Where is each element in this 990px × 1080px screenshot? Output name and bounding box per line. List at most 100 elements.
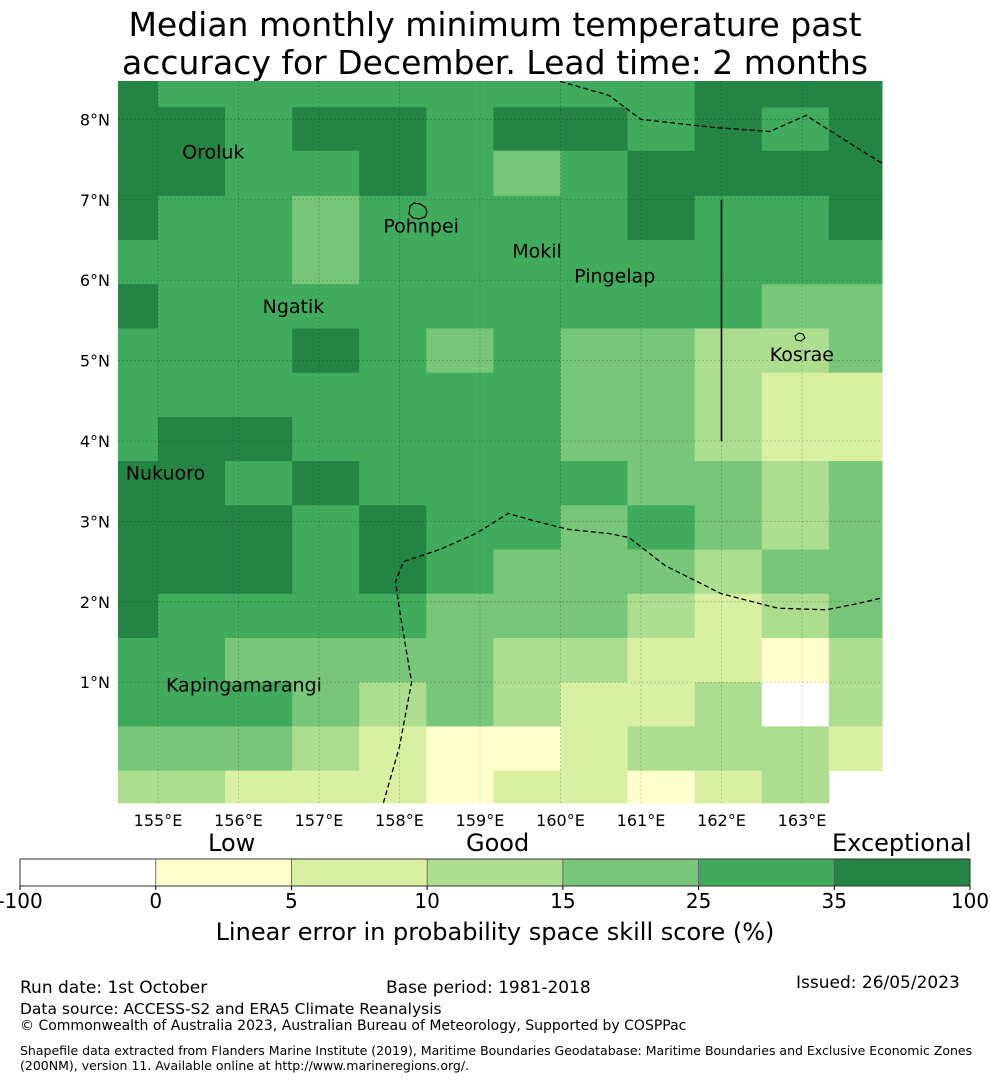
grid-cell [493, 416, 561, 462]
grid-cell [761, 770, 830, 804]
grid-cell [292, 682, 360, 727]
grid-cell [118, 81, 159, 108]
lat-tick-label: 5°N [80, 352, 110, 371]
grid-cell [560, 505, 629, 551]
grid-cell [359, 593, 427, 639]
cbar-low-label: Low [208, 829, 256, 857]
grid-cell [426, 726, 494, 772]
grid-cell [426, 195, 494, 241]
lat-tick-label: 6°N [80, 271, 110, 290]
grid-cell [761, 505, 830, 551]
grid-cell [118, 593, 159, 639]
lon-tick-label: 158°E [375, 811, 424, 830]
grid-cell [828, 637, 883, 683]
grid-cell [225, 461, 293, 506]
grid-cell [426, 284, 494, 329]
grid-cell [158, 150, 226, 197]
grid-cell [225, 593, 293, 639]
lon-tick-label: 155°E [134, 811, 183, 830]
grid-cell [118, 770, 159, 804]
grid-cell [426, 328, 494, 374]
grid-cell [426, 593, 494, 639]
grid-cell [493, 328, 561, 374]
grid-cell [225, 150, 293, 197]
grid-cell [828, 726, 883, 772]
grid-cell [694, 682, 763, 727]
grid-cell [225, 726, 293, 772]
colorbar-tick-label: 100 [951, 889, 989, 913]
grid-cell [225, 416, 293, 462]
grid-cell [292, 770, 360, 804]
colorbar-title: Linear error in probability space skill … [215, 918, 775, 946]
grid-cell [359, 637, 427, 683]
grid-cell [560, 150, 629, 197]
grid-cell [225, 240, 293, 285]
grid-cell [694, 195, 763, 241]
grid-cell [292, 593, 360, 639]
grid-cell [627, 682, 696, 727]
grid-cell [225, 284, 293, 329]
place-label: Nukuoro [126, 462, 205, 484]
grid-cell [426, 770, 494, 804]
grid-cell [761, 593, 830, 639]
grid-cell [694, 328, 763, 374]
grid-cell [118, 240, 159, 285]
colorbar-segment [562, 859, 699, 886]
colorbar-segment [20, 859, 157, 886]
pohnpei-island-outline [408, 202, 428, 220]
grid-cell [118, 416, 159, 462]
grid-cell [493, 505, 561, 551]
grid-cell [828, 416, 883, 462]
grid-cell [761, 549, 830, 595]
place-label: Mokil [512, 240, 562, 262]
grid-cell [225, 682, 293, 727]
grid-cell [292, 150, 360, 197]
grid-cell [158, 549, 226, 595]
grid-cell [560, 107, 629, 152]
colorbar-tick-label: 35 [822, 889, 847, 913]
grid-cell [292, 284, 360, 329]
grid-cell [426, 240, 494, 285]
grid-cell [359, 461, 427, 506]
colorbar-outline [19, 858, 971, 887]
grid-cell [694, 549, 763, 595]
grid-cell [828, 372, 883, 418]
grid-cell [761, 240, 830, 285]
grid-cell [426, 637, 494, 683]
grid-cell [158, 637, 226, 683]
grid-cell [426, 372, 494, 418]
grid-cell [627, 416, 696, 462]
place-label: Ngatik [263, 296, 325, 318]
grid-cell [560, 593, 629, 639]
grid-cell [493, 107, 561, 152]
place-label: Kosrae [770, 344, 834, 366]
grid-cell [828, 505, 883, 551]
colorbar-segment [291, 859, 428, 886]
grid-cell [627, 107, 696, 152]
grid-cell [359, 284, 427, 329]
grid-cell [694, 150, 763, 197]
island-outlines [408, 202, 806, 342]
grid-cell [225, 328, 293, 374]
copyright: © Commonwealth of Australia 2023, Austra… [20, 1018, 687, 1034]
grid-cell [828, 328, 883, 374]
grid-cell [627, 461, 696, 506]
grid-cell [828, 81, 883, 108]
grid-cell [493, 770, 561, 804]
grid-cell [292, 416, 360, 462]
grid-cell [493, 195, 561, 241]
grid-cell [493, 284, 561, 329]
colorbar-tick-label: 10 [414, 889, 439, 913]
grid-cell [118, 328, 159, 374]
eez-boundaries [382, 81, 882, 803]
grid-cell [560, 416, 629, 462]
grid-cell [292, 195, 360, 241]
grid-cell [694, 284, 763, 329]
grid-cell [292, 505, 360, 551]
grid-cell [627, 593, 696, 639]
grid-cell [118, 461, 159, 506]
grid-cell [761, 81, 830, 108]
grid-cell [627, 240, 696, 285]
grid-cell [158, 682, 226, 727]
